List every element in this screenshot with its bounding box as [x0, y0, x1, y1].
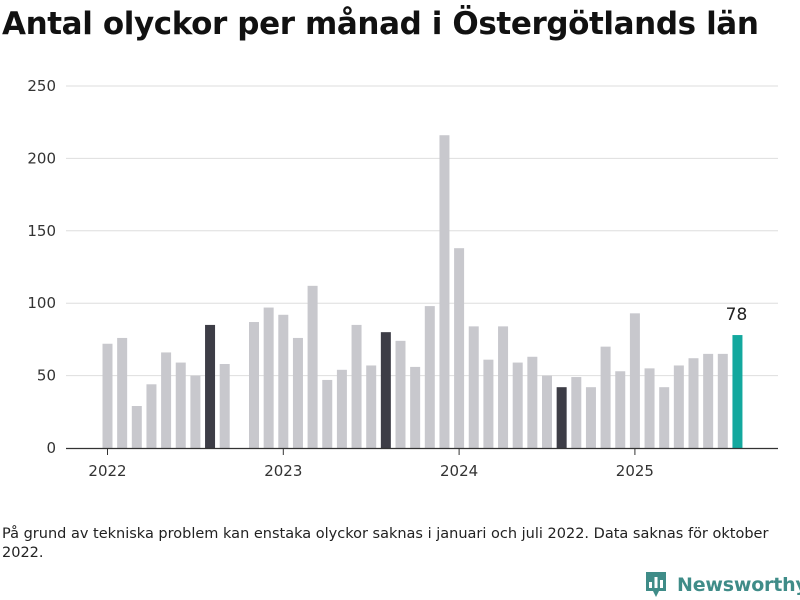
bar	[117, 337, 128, 448]
bar	[703, 353, 714, 448]
bar	[205, 324, 216, 448]
y-tick-label: 250	[27, 77, 56, 95]
bar-chart: 0 50 100 150 200 250 78 2022 2023 2024 2025	[27, 77, 778, 480]
bar	[190, 375, 201, 448]
bar	[307, 285, 318, 448]
bar	[278, 314, 289, 448]
bar	[439, 135, 450, 448]
x-tick-label: 2024	[440, 462, 478, 480]
bar	[468, 326, 479, 448]
bar	[542, 375, 552, 448]
newsworthy-logo-icon	[646, 572, 666, 597]
bar	[395, 340, 406, 448]
bar	[527, 356, 538, 448]
bar	[410, 366, 421, 448]
y-tick-label: 0	[46, 439, 56, 457]
bar	[424, 306, 435, 448]
y-tick-label: 150	[27, 222, 56, 240]
bar	[249, 322, 259, 448]
bar	[146, 384, 157, 448]
bar	[175, 362, 186, 448]
bar	[688, 358, 699, 448]
bar	[380, 332, 391, 448]
x-tick-label: 2023	[264, 462, 302, 480]
bar	[263, 307, 274, 448]
bar	[585, 387, 596, 448]
latest-value-label: 78	[726, 305, 748, 325]
bar	[131, 406, 142, 448]
bar	[454, 248, 465, 448]
y-tick-label: 100	[27, 294, 56, 312]
bar	[615, 371, 626, 448]
y-tick-label: 50	[37, 367, 56, 385]
bar	[366, 365, 377, 448]
bar	[629, 313, 640, 448]
bar	[351, 324, 362, 448]
bar	[322, 379, 333, 448]
bar	[659, 387, 670, 448]
newsworthy-logo[interactable]: Newsworthy	[645, 570, 800, 600]
bar	[102, 343, 113, 448]
chart-title: Antal olyckor per månad i Östergötlands …	[2, 6, 759, 42]
bar	[600, 346, 611, 448]
bar	[673, 365, 684, 448]
y-tick-label: 200	[27, 149, 56, 167]
bar	[498, 326, 509, 448]
footnote: På grund av tekniska problem kan enstaka…	[2, 526, 769, 561]
bar	[556, 387, 567, 448]
bar	[512, 362, 523, 448]
x-tick-label: 2025	[616, 462, 654, 480]
bar	[483, 359, 494, 448]
bar	[292, 337, 303, 448]
bar	[336, 369, 347, 448]
bar	[219, 364, 230, 448]
brand-name: Newsworthy	[677, 574, 800, 596]
bar	[717, 353, 728, 448]
bar	[571, 377, 582, 448]
bar	[161, 352, 172, 448]
bar	[732, 335, 743, 448]
x-tick-label: 2022	[88, 462, 126, 480]
bar	[644, 368, 655, 448]
